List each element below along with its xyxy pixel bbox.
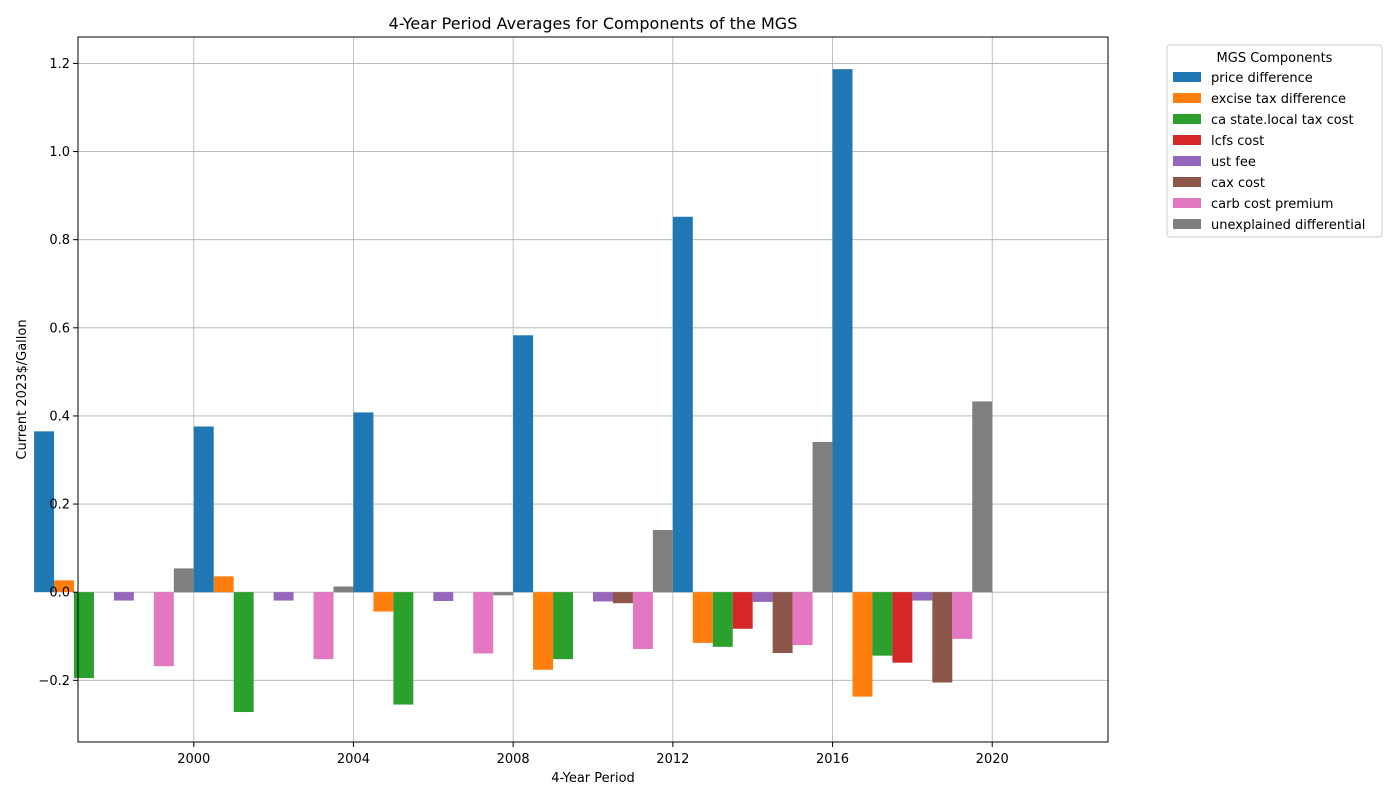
bar — [113, 592, 134, 601]
bar — [74, 592, 94, 679]
bar — [732, 592, 753, 629]
bar — [553, 592, 574, 660]
y-tick-label: 0.0 — [49, 586, 70, 601]
series-carb-cost-premium — [153, 592, 973, 667]
series-lcfs-cost — [732, 592, 913, 663]
bar — [153, 592, 174, 667]
legend-swatch — [1173, 219, 1201, 229]
legend-swatch — [1173, 156, 1201, 166]
y-tick-label: 0.6 — [49, 321, 70, 336]
x-axis-ticks: 2000 2004 2008 2012 2016 2020 — [177, 742, 1009, 767]
bar — [792, 592, 813, 646]
bar — [513, 335, 534, 593]
bar — [54, 580, 75, 593]
bars — [34, 69, 993, 713]
x-tick-label: 2008 — [497, 752, 530, 767]
series-cax-cost — [612, 592, 953, 683]
bar — [612, 592, 633, 604]
y-tick-label: 1.0 — [49, 145, 70, 160]
legend-box — [1166, 44, 1383, 238]
bar — [373, 592, 394, 612]
legend-swatch — [1173, 72, 1201, 82]
bar — [632, 592, 653, 650]
bar — [433, 592, 454, 601]
y-tick-label: 0.4 — [49, 409, 70, 424]
series-price-difference — [34, 69, 853, 593]
bar — [852, 592, 873, 697]
series-ust-fee — [113, 592, 933, 602]
legend-entry: lcfs cost — [1211, 134, 1264, 149]
bar — [832, 69, 853, 593]
legend-entry: excise tax difference — [1211, 92, 1346, 107]
x-tick-label: 2004 — [337, 752, 370, 767]
legend-entry: price difference — [1211, 71, 1313, 86]
bar — [752, 592, 773, 602]
bar — [233, 592, 254, 713]
bar — [812, 441, 833, 593]
bar — [313, 592, 334, 660]
bar — [493, 592, 514, 596]
bar — [772, 592, 793, 653]
legend-entry: ust fee — [1211, 155, 1256, 170]
y-axis-label: Current 2023$/Gallon — [15, 319, 30, 459]
bar — [473, 592, 494, 654]
bar — [892, 592, 913, 663]
y-tick-label: 1.2 — [49, 57, 70, 72]
bar — [533, 592, 554, 670]
bar — [34, 431, 55, 593]
bar — [593, 592, 613, 602]
bar — [173, 568, 194, 593]
legend-entry: ca state.local tax cost — [1211, 113, 1354, 128]
bar — [353, 412, 374, 593]
plot-frame — [77, 36, 1109, 743]
x-tick-label: 2016 — [816, 752, 849, 767]
series-excise-tax-difference — [54, 576, 873, 697]
bar — [672, 216, 693, 593]
legend-swatch — [1173, 135, 1201, 145]
bar — [333, 586, 354, 593]
y-tick-label: 0.2 — [49, 498, 70, 513]
x-tick-label: 2000 — [177, 752, 210, 767]
series-unexplained-differential — [173, 401, 993, 596]
bar — [972, 401, 993, 593]
series-ca-state-local-tax-cost — [74, 592, 893, 713]
legend-swatch — [1173, 114, 1201, 124]
chart-title: 4-Year Period Averages for Components of… — [389, 14, 798, 33]
bar — [692, 592, 713, 643]
legend-entry: cax cost — [1211, 176, 1265, 191]
bar — [952, 592, 973, 639]
x-tick-label: 2020 — [976, 752, 1009, 767]
bar — [213, 576, 234, 593]
legend-entry: carb cost premium — [1211, 197, 1333, 212]
y-axis-ticks: −0.2 0.0 0.2 0.4 0.6 0.8 1.0 1.2 — [38, 57, 78, 689]
legend-swatch — [1173, 198, 1201, 208]
legend-title: MGS Components — [1217, 51, 1333, 66]
y-tick-label: −0.2 — [38, 674, 70, 689]
legend: MGS Components price difference excise ta… — [1166, 44, 1383, 238]
bar — [932, 592, 953, 683]
legend-entry: unexplained differential — [1211, 218, 1365, 233]
bar — [273, 592, 294, 601]
bar — [712, 592, 733, 647]
x-tick-label: 2012 — [656, 752, 689, 767]
legend-swatch — [1173, 177, 1201, 187]
legend-swatch — [1173, 93, 1201, 103]
bar — [193, 426, 214, 593]
bar — [872, 592, 893, 656]
bar — [393, 592, 414, 705]
bar — [912, 592, 933, 601]
bar — [652, 530, 673, 593]
x-axis-label: 4-Year Period — [551, 771, 635, 786]
y-tick-label: 0.8 — [49, 233, 70, 248]
